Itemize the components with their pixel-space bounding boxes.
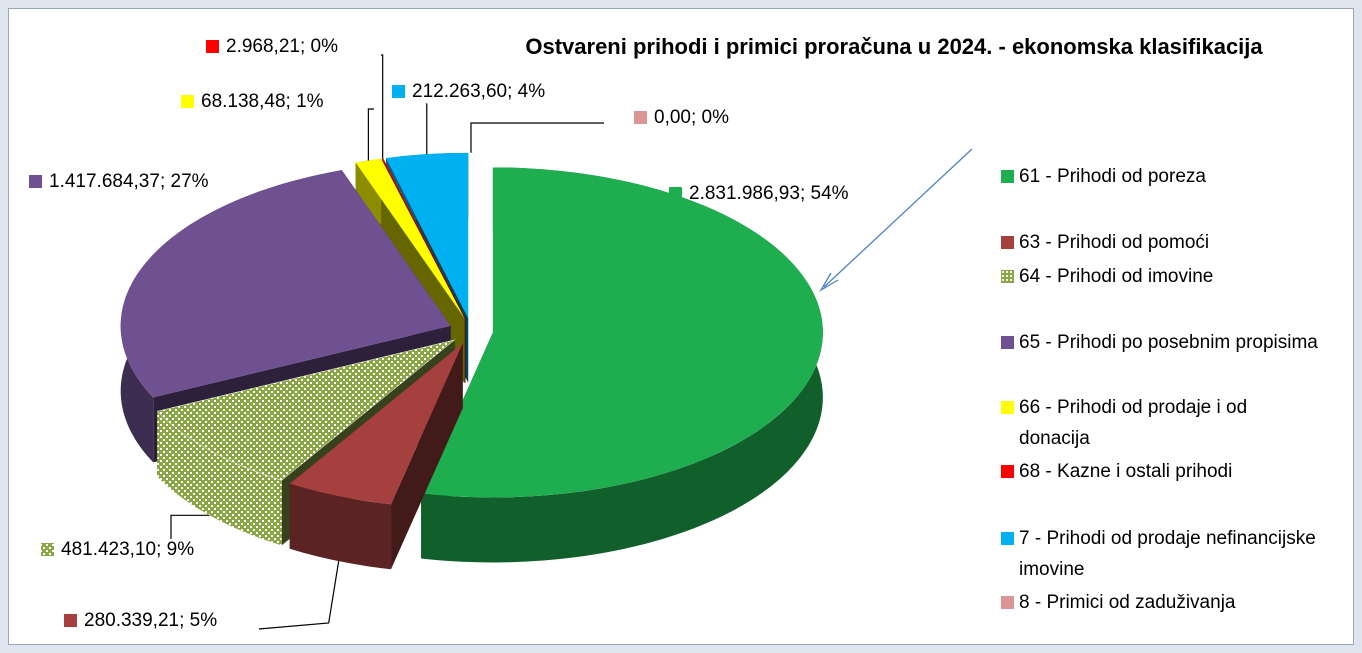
data-label: 481.423,10; 9% (61, 539, 194, 560)
slice-top (382, 158, 466, 319)
leader-line (470, 122, 604, 153)
slice-top (385, 152, 469, 318)
label-swatch (181, 95, 194, 108)
arrow-annotation (823, 148, 973, 288)
legend-label: 65 - Prihodi po posebnim propisima (1019, 332, 1318, 353)
legend-item: 61 - Prihodi od poreza (1001, 161, 1321, 192)
legend-item: 68 - Kazne i ostali prihodi (1001, 456, 1321, 487)
leader-line (170, 514, 210, 539)
arrow-head (819, 272, 839, 292)
label-swatch (392, 85, 405, 98)
label-swatch (669, 187, 682, 200)
data-label: 1.417.684,37; 27% (49, 171, 209, 192)
legend-label: 66 - Prihodi od prodaje i od donacija (1019, 397, 1248, 449)
legend-label: 61 - Prihodi od poreza (1019, 166, 1206, 187)
legend-label: 8 - Primici od zaduživanja (1019, 592, 1236, 613)
legend-item: 8 - Primici od zaduživanja (1001, 587, 1321, 618)
data-label: 68.138,48; 1% (201, 91, 324, 112)
leader-line (426, 103, 428, 155)
legend-item: 66 - Prihodi od prodaje i od donacija (1001, 392, 1321, 454)
legend-label: 63 - Prihodi od pomoći (1019, 232, 1210, 253)
data-label: 280.339,21; 5% (84, 610, 217, 631)
legend-item: 65 - Prihodi po posebnim propisima (1001, 327, 1321, 358)
slice-top (421, 167, 823, 498)
data-label: 0,00; 0% (654, 107, 729, 128)
leader-line (258, 561, 340, 630)
legend-swatch (1001, 170, 1014, 183)
slice (421, 167, 823, 563)
legend-swatch (1001, 532, 1014, 545)
chart-title: Ostvareni prihodi i primici proračuna u … (525, 34, 1263, 59)
data-label: 2.831.986,93; 54% (689, 183, 849, 204)
legend-swatch (1001, 236, 1014, 249)
slice-top (120, 170, 451, 398)
legend-swatch (1001, 596, 1014, 609)
legend-swatch (1001, 401, 1014, 414)
leader-line (367, 108, 374, 161)
slice-top (355, 158, 465, 319)
label-swatch (64, 614, 77, 627)
label-swatch (29, 175, 42, 188)
legend-item: 7 - Prihodi od prodaje nefinancijske imo… (1001, 523, 1321, 585)
label-swatch (206, 40, 219, 53)
chart-frame: Ostvareni prihodi i primici proračuna u … (8, 8, 1354, 645)
legend-item: 64 - Prihodi od imovine (1001, 261, 1321, 292)
data-label: 212.263,60; 4% (412, 81, 545, 102)
slice-side (157, 411, 282, 546)
slice (289, 343, 463, 570)
leader-line (381, 54, 384, 159)
slice-side (289, 483, 392, 570)
slice-top (289, 343, 463, 505)
legend-swatch (1001, 270, 1014, 283)
label-swatch (41, 543, 54, 556)
legend-label: 7 - Prihodi od prodaje nefinancijske imo… (1019, 528, 1316, 580)
legend-swatch (1001, 336, 1014, 349)
legend-item: 63 - Prihodi od pomoći (1001, 227, 1321, 258)
legend-label: 64 - Prihodi od imovine (1019, 266, 1214, 287)
legend-label: 68 - Kazne i ostali prihodi (1019, 461, 1233, 482)
data-label: 2.968,21; 0% (226, 36, 338, 57)
chart: Ostvareni prihodi i primici proračuna u … (29, 34, 1263, 631)
legend-swatch (1001, 465, 1014, 478)
label-swatch (634, 111, 647, 124)
slice-top (156, 339, 455, 481)
